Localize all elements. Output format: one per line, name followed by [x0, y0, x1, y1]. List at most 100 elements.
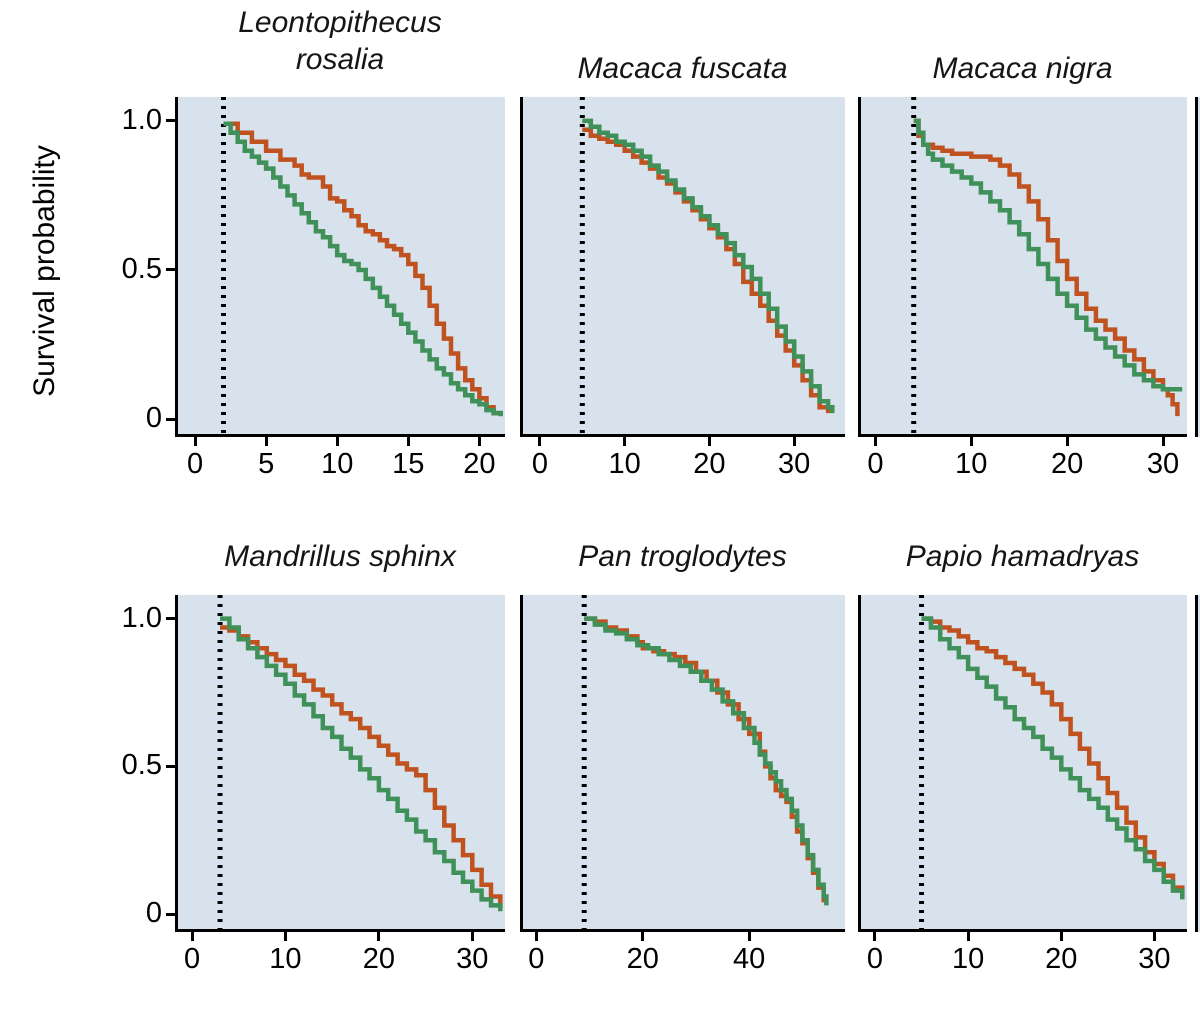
x-axis-tick	[538, 434, 542, 446]
panel-title-line: Pan troglodytes	[578, 540, 787, 573]
x-axis-tick	[969, 434, 973, 446]
x-axis-tick-label: 15	[392, 448, 425, 480]
x-axis-tick	[966, 929, 970, 941]
y-axis-title: Survival probability	[28, 145, 61, 397]
x-axis-tick	[377, 929, 381, 941]
x-axis-tick	[1065, 434, 1069, 446]
panel-pan-troglodytes: 0 20 40	[520, 595, 845, 975]
panel-title-line: Mandrillus sphinx	[224, 540, 456, 573]
x-axis-tick	[792, 434, 796, 446]
panel-title-line: Macaca nigra	[932, 52, 1113, 85]
panel-title-line: Macaca fuscata	[577, 52, 788, 85]
x-axis-tick	[873, 929, 877, 941]
panel-title-macaca-nigra: Macaca nigra	[858, 50, 1187, 87]
survival-curve-green	[584, 616, 829, 906]
y-axis-tick	[166, 119, 178, 123]
panel-title-line: rosalia	[295, 43, 385, 76]
x-axis-tick-label: 30	[1146, 448, 1180, 480]
x-axis-tick-label: 0	[867, 448, 884, 480]
panel-title-papio-hamadryas: Papio hamadryas	[858, 538, 1187, 575]
x-axis-tick-label: 40	[733, 943, 766, 975]
survival-curve-green	[921, 616, 1185, 900]
x-axis-tick	[1152, 929, 1156, 941]
panel-macaca-fuscata: 0 10 20 30	[520, 97, 845, 480]
survival-curve-green	[223, 121, 503, 417]
x-axis-tick-label: 10	[951, 943, 985, 975]
x-axis-tick-label: 0	[866, 943, 884, 975]
x-axis-tick-label: 20	[693, 448, 726, 480]
y-axis-tick-label: 1.0	[121, 103, 162, 136]
x-axis-tick-label: 0	[531, 448, 549, 480]
panel-title-leontopithecus: Leontopithecus rosalia	[175, 4, 505, 78]
panel-title-macaca-fuscata: Macaca fuscata	[520, 50, 845, 87]
survival-curve-orange	[582, 127, 831, 414]
y-axis-tick-label: 0.5	[121, 749, 162, 782]
x-axis-tick	[747, 929, 751, 941]
x-axis-tick-label: 10	[321, 448, 354, 480]
y-axis-tick-label: 0	[145, 897, 162, 930]
survival-curve-green	[582, 118, 835, 414]
survival-curves-svg	[581, 595, 829, 929]
x-axis-tick	[335, 434, 339, 446]
x-axis-tick	[873, 434, 877, 446]
y-axis-tick-label: 0.5	[121, 252, 162, 285]
panel-mandrillus-sphinx: 0 10 20 30 0 0.5 1.0	[122, 595, 505, 975]
survival-curve-green	[220, 616, 503, 912]
survival-curves-svg	[911, 97, 1183, 434]
x-axis-tick	[477, 434, 481, 446]
y-axis-tick	[166, 417, 178, 421]
x-axis-tick-label: 20	[1051, 448, 1084, 480]
x-axis-tick	[623, 434, 627, 446]
y-axis-tick	[166, 764, 178, 768]
x-axis-tick	[1161, 434, 1165, 446]
x-axis-tick-label: 20	[362, 943, 395, 975]
clipped-panel-edge	[1195, 595, 1200, 932]
survival-curves-svg	[579, 97, 835, 434]
survival-curve-orange	[220, 625, 503, 909]
y-axis-tick-label: 0	[145, 402, 162, 435]
x-axis-tick-label: 20	[463, 448, 496, 480]
x-axis-tick	[470, 929, 474, 941]
y-axis-tick	[166, 268, 178, 272]
y-axis-tick-label: 1.0	[121, 601, 162, 634]
survival-curve-green	[913, 118, 1183, 392]
x-axis-tick-label: 5	[258, 448, 275, 480]
x-axis-tick	[190, 929, 194, 941]
panel-papio-hamadryas: 0 10 20 30	[858, 595, 1187, 975]
panel-leontopithecus-rosalia: 0 5 10 15 20 0 0.5 1.0	[122, 97, 505, 480]
clipped-panel-edge	[1195, 97, 1200, 437]
x-axis-tick	[1059, 929, 1063, 941]
x-axis-tick-label: 20	[1045, 943, 1078, 975]
panel-title-pan-troglodytes: Pan troglodytes	[520, 538, 845, 575]
panel-title-line: Papio hamadryas	[905, 540, 1140, 573]
x-axis-tick-label: 30	[456, 943, 489, 975]
x-axis-tick-label: 0	[186, 448, 204, 480]
x-axis-tick	[406, 434, 410, 446]
x-axis-tick-label: 10	[269, 943, 302, 975]
survival-curves-svg	[919, 595, 1185, 929]
x-axis-tick	[283, 929, 287, 941]
survival-curve-orange	[223, 121, 503, 417]
x-axis-tick-label: 20	[626, 943, 659, 975]
survival-curve-orange	[913, 118, 1180, 417]
panel-title-mandrillus: Mandrillus sphinx	[175, 538, 505, 575]
x-axis-tick	[534, 929, 538, 941]
x-axis-tick-label: 30	[1138, 943, 1171, 975]
survival-curves-svg	[217, 595, 503, 929]
y-axis-tick	[166, 912, 178, 916]
x-axis-tick	[707, 434, 711, 446]
survival-curve-orange	[921, 616, 1185, 897]
x-axis-tick-label: 30	[778, 448, 811, 480]
survival-curves-svg	[220, 97, 503, 434]
x-axis-tick-label: 10	[608, 448, 641, 480]
panel-title-line: Leontopithecus	[238, 6, 442, 39]
x-axis-tick	[641, 929, 645, 941]
x-axis-tick-label: 0	[183, 943, 201, 975]
x-axis-tick	[264, 434, 268, 446]
x-axis-tick-label: 0	[528, 943, 545, 975]
x-axis-tick	[193, 434, 197, 446]
y-axis-tick	[166, 617, 178, 621]
x-axis-tick-label: 10	[955, 448, 988, 480]
panel-macaca-nigra: 0 10 20 30	[858, 97, 1187, 480]
